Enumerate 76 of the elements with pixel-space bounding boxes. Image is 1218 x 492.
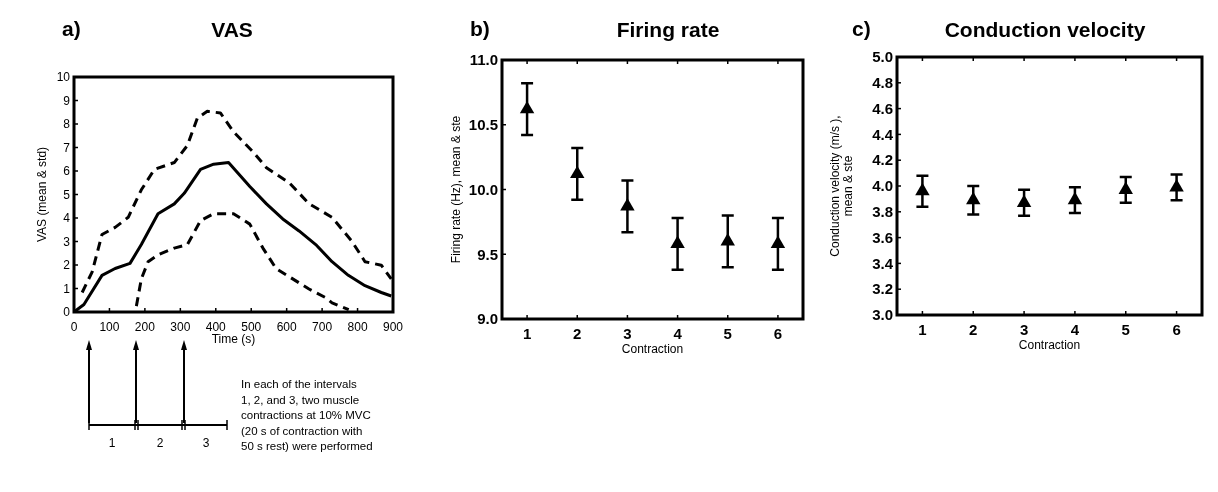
x-tick-label: 4 xyxy=(1070,321,1080,338)
chart-title: Firing rate xyxy=(616,18,720,41)
y-tick-label: 11.0 xyxy=(469,51,498,69)
y-tick-label: 7 xyxy=(63,140,71,155)
text: In each of the intervals 1, 2, and 3, two muscle contractions at 10% MVC (20 s of contraction with 50 s rest) were performed xyxy=(241,378,373,452)
y-axis-title: Conduction velocity (m/s ), mean & ste xyxy=(828,115,855,257)
y-tick-label: 4.2 xyxy=(872,151,893,169)
x-tick-label: 600 xyxy=(276,320,297,334)
y-tick-label: 10.5 xyxy=(468,116,498,133)
y-axis-title: Firing rate (Hz), mean & ste xyxy=(449,115,463,264)
y-tick-label: 4.8 xyxy=(872,74,893,92)
y-tick-label: 5.0 xyxy=(872,48,893,66)
y-tick-label: 5 xyxy=(63,187,71,202)
y-tick-label: 4.0 xyxy=(872,177,893,195)
y-tick-label: 3.0 xyxy=(872,306,893,324)
y-axis-title: VAS (mean & std) xyxy=(35,146,49,243)
point xyxy=(620,198,635,211)
x-tick-label: 1 xyxy=(918,321,927,338)
x-tick-label: 500 xyxy=(241,320,262,334)
chart-title: VAS xyxy=(211,18,253,41)
x-tick-label: 700 xyxy=(312,320,333,334)
y-tick-label: 1 xyxy=(63,281,71,296)
text: a) xyxy=(62,17,81,40)
y-tick-label: 3.6 xyxy=(872,228,893,246)
x-tick-label: 1 xyxy=(522,325,532,342)
text: 3 xyxy=(202,436,210,450)
x-axis-title: Contraction xyxy=(621,342,684,356)
point xyxy=(570,165,585,179)
y-tick-label: 8 xyxy=(63,117,71,132)
y-tick-label: 0 xyxy=(63,305,71,320)
y-tick-label: 10 xyxy=(56,70,71,85)
point xyxy=(915,182,930,196)
text: 2 xyxy=(156,436,164,450)
y-tick-label: 9 xyxy=(63,93,71,108)
y-tick-label: 3.2 xyxy=(872,280,893,298)
y-tick-label: 3 xyxy=(63,234,71,249)
x-tick-label: 6 xyxy=(1172,321,1181,338)
point xyxy=(1016,194,1032,207)
point xyxy=(770,235,786,249)
x-tick-label: 800 xyxy=(347,320,368,334)
x-tick-label: 200 xyxy=(134,320,156,334)
point xyxy=(966,191,981,205)
chart-title: Conduction velocity xyxy=(944,18,1146,41)
x-tick-label: 5 xyxy=(1121,321,1130,338)
x-tick-label: 6 xyxy=(773,325,783,342)
y-tick-label: 6 xyxy=(63,164,71,179)
x-tick-label: 2 xyxy=(573,325,582,342)
y-tick-label: 4.4 xyxy=(872,125,894,143)
y-tick-label: 3.4 xyxy=(872,254,894,272)
y-tick-label: 4 xyxy=(63,211,71,226)
text: 1 xyxy=(108,436,116,450)
x-tick-label: 3 xyxy=(1019,321,1029,338)
x-axis-title: Time (s) xyxy=(211,332,256,346)
x-tick-label: 2 xyxy=(969,321,978,338)
x-tick-label: 900 xyxy=(382,320,404,334)
x-tick-label: 300 xyxy=(170,320,191,334)
point xyxy=(1169,178,1184,192)
x-tick-label: 5 xyxy=(723,325,732,342)
point xyxy=(1118,181,1133,195)
text: c) xyxy=(852,17,871,40)
point xyxy=(519,100,535,114)
y-tick-label: 9.5 xyxy=(477,245,498,263)
point xyxy=(670,235,685,249)
x-axis-title: Contraction xyxy=(1018,338,1081,352)
y-tick-label: 4.6 xyxy=(872,99,893,117)
point xyxy=(720,232,735,246)
x-tick-label: 3 xyxy=(623,325,632,342)
text: b) xyxy=(470,17,490,40)
x-tick-label: 400 xyxy=(205,320,227,334)
point xyxy=(1067,191,1083,205)
y-tick-label: 2 xyxy=(63,258,71,273)
y-tick-label: 10.0 xyxy=(468,180,498,198)
x-tick-label: 100 xyxy=(99,320,120,334)
y-tick-label: 3.8 xyxy=(872,203,893,221)
x-tick-label: 4 xyxy=(673,325,683,342)
y-tick-label: 9.0 xyxy=(477,310,498,328)
